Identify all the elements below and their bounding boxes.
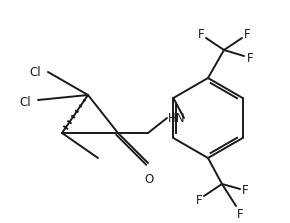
Text: F: F bbox=[244, 29, 250, 41]
Text: Cl: Cl bbox=[29, 66, 41, 78]
Text: F: F bbox=[196, 194, 202, 206]
Text: Cl: Cl bbox=[19, 95, 31, 109]
Text: F: F bbox=[242, 184, 248, 198]
Text: F: F bbox=[237, 207, 243, 221]
Text: F: F bbox=[198, 29, 204, 41]
Text: HN: HN bbox=[168, 112, 186, 124]
Text: O: O bbox=[144, 173, 154, 186]
Text: F: F bbox=[247, 52, 253, 66]
